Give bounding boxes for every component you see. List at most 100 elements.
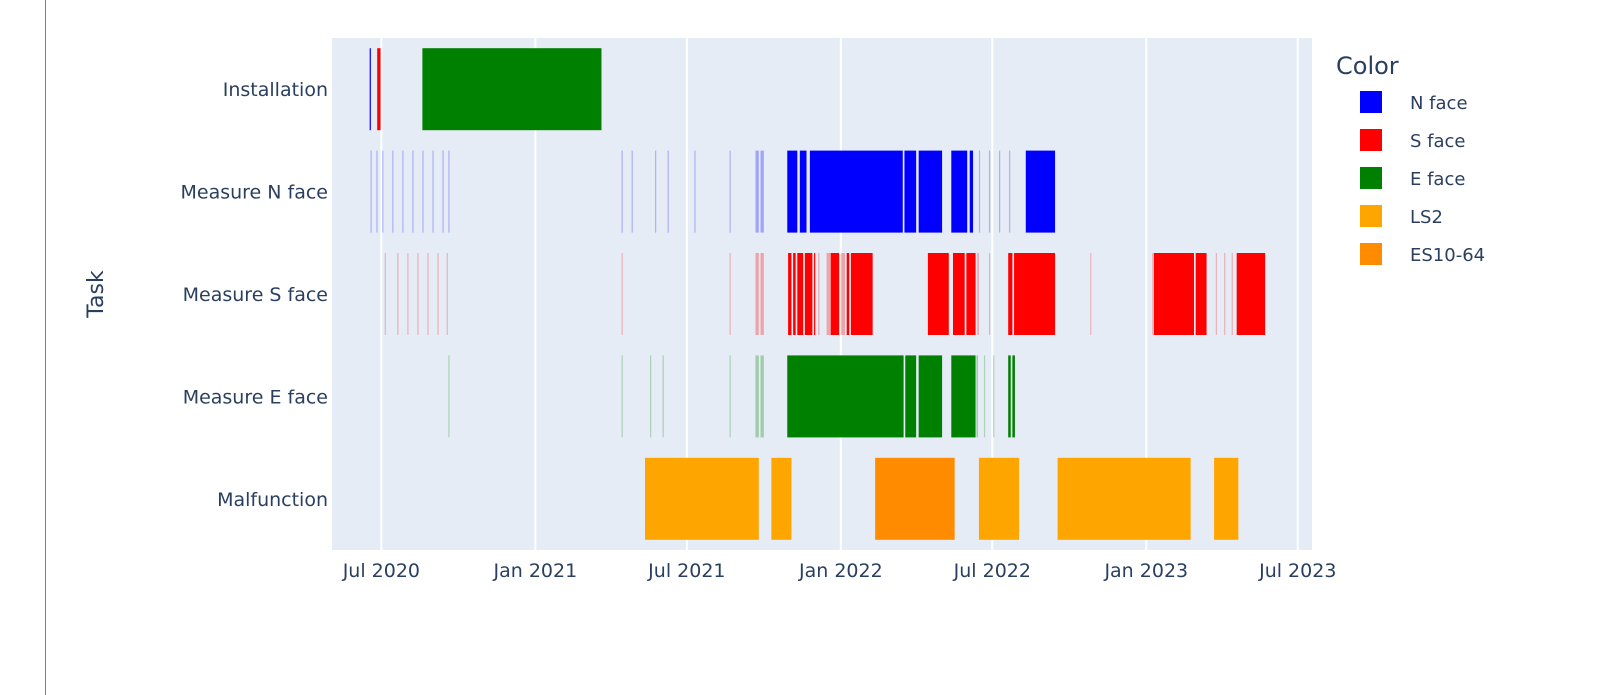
legend-item[interactable]: ES10-64 bbox=[1360, 243, 1485, 266]
x-tick-label: Jul 2021 bbox=[647, 560, 725, 582]
task-bar bbox=[788, 253, 792, 335]
task-bar bbox=[382, 150, 384, 233]
task-bar bbox=[402, 150, 404, 233]
task-bar bbox=[978, 457, 1020, 540]
task-bar bbox=[951, 150, 968, 233]
task-bar bbox=[760, 253, 764, 335]
task-bar bbox=[422, 150, 424, 233]
legend-swatch bbox=[1360, 243, 1382, 265]
task-bar bbox=[875, 457, 955, 540]
task-bar bbox=[760, 355, 764, 438]
task-bar bbox=[846, 253, 850, 335]
task-bar bbox=[799, 150, 807, 233]
task-bar bbox=[814, 253, 816, 335]
page-left-border bbox=[45, 0, 46, 695]
task-bar bbox=[969, 150, 974, 233]
task-bar bbox=[760, 150, 764, 233]
task-bar bbox=[1214, 457, 1239, 540]
task-bar bbox=[729, 355, 731, 438]
legend-item[interactable]: LS2 bbox=[1360, 205, 1443, 228]
task-bar bbox=[370, 150, 372, 233]
task-bar bbox=[412, 150, 414, 233]
task-bar bbox=[755, 150, 759, 233]
task-bar bbox=[793, 253, 796, 335]
legend-swatch bbox=[1360, 205, 1382, 227]
task-bar bbox=[966, 253, 976, 335]
task-bar bbox=[650, 355, 652, 438]
task-bar bbox=[376, 150, 378, 233]
task-bar bbox=[694, 150, 696, 233]
task-bar bbox=[804, 253, 813, 335]
task-bar bbox=[797, 253, 804, 335]
task-bar bbox=[826, 253, 831, 335]
y-axis-tick-labels: Installation Measure N face Measure S face… bbox=[180, 79, 328, 511]
task-bar bbox=[787, 355, 904, 438]
task-bar bbox=[993, 355, 995, 438]
task-bar bbox=[787, 150, 798, 233]
task-bar bbox=[905, 355, 917, 438]
task-bar bbox=[977, 253, 979, 335]
task-bar bbox=[850, 253, 873, 335]
task-bar bbox=[988, 150, 991, 233]
task-bar bbox=[952, 253, 965, 335]
x-tick-label: Jan 2023 bbox=[1103, 560, 1188, 582]
x-tick-label: Jan 2021 bbox=[493, 560, 578, 582]
task-bar bbox=[377, 48, 381, 131]
task-bar bbox=[667, 150, 669, 233]
task-bar bbox=[755, 253, 759, 335]
task-bar bbox=[448, 355, 450, 438]
task-bar bbox=[427, 253, 429, 335]
legend: Color N face S face E face LS2 ES10-64 bbox=[1336, 52, 1485, 266]
task-bar bbox=[904, 150, 917, 233]
task-bar bbox=[918, 355, 943, 438]
task-bar bbox=[1014, 253, 1056, 335]
task-bar bbox=[999, 150, 1001, 233]
legend-item[interactable]: N face bbox=[1360, 91, 1468, 114]
y-tick-label: Measure E face bbox=[183, 386, 328, 408]
x-tick-label: Jul 2022 bbox=[953, 560, 1031, 582]
task-bar bbox=[1215, 253, 1217, 335]
task-bar bbox=[1008, 253, 1013, 335]
task-bar bbox=[830, 253, 840, 335]
legend-swatch bbox=[1360, 167, 1382, 189]
y-tick-label: Measure N face bbox=[180, 182, 328, 204]
task-bar bbox=[631, 150, 633, 233]
task-bar bbox=[446, 253, 448, 335]
task-bar bbox=[927, 253, 949, 335]
task-bar bbox=[1057, 457, 1191, 540]
y-tick-label: Measure S face bbox=[183, 284, 328, 306]
task-bar bbox=[951, 355, 976, 438]
legend-label: LS2 bbox=[1410, 207, 1443, 228]
task-bar bbox=[384, 253, 386, 335]
legend-item[interactable]: E face bbox=[1360, 167, 1465, 190]
task-bar bbox=[1009, 150, 1011, 233]
y-tick-label: Installation bbox=[223, 79, 328, 101]
task-bar bbox=[1090, 253, 1092, 335]
task-bar bbox=[432, 150, 434, 233]
task-bar bbox=[644, 457, 759, 540]
legend-item[interactable]: S face bbox=[1360, 129, 1466, 152]
task-bar bbox=[621, 150, 623, 233]
task-bar bbox=[1236, 253, 1266, 335]
task-bar bbox=[1231, 253, 1233, 335]
legend-label: S face bbox=[1410, 131, 1466, 152]
legend-swatch bbox=[1360, 129, 1382, 151]
task-bar bbox=[840, 253, 846, 335]
task-bar bbox=[976, 355, 979, 438]
task-bar bbox=[1195, 253, 1207, 335]
task-bar bbox=[1152, 253, 1154, 335]
task-bar bbox=[1025, 150, 1056, 233]
task-bar bbox=[397, 253, 399, 335]
task-bar bbox=[755, 355, 759, 438]
legend-label: N face bbox=[1410, 93, 1468, 114]
task-bar bbox=[422, 48, 602, 131]
task-bar bbox=[392, 150, 394, 233]
x-tick-label: Jul 2020 bbox=[342, 560, 420, 582]
task-bar bbox=[407, 253, 409, 335]
task-bar bbox=[1224, 253, 1226, 335]
task-bar bbox=[1012, 355, 1015, 438]
task-bar bbox=[662, 355, 664, 438]
task-bar bbox=[417, 253, 419, 335]
x-tick-label: Jul 2023 bbox=[1258, 560, 1336, 582]
